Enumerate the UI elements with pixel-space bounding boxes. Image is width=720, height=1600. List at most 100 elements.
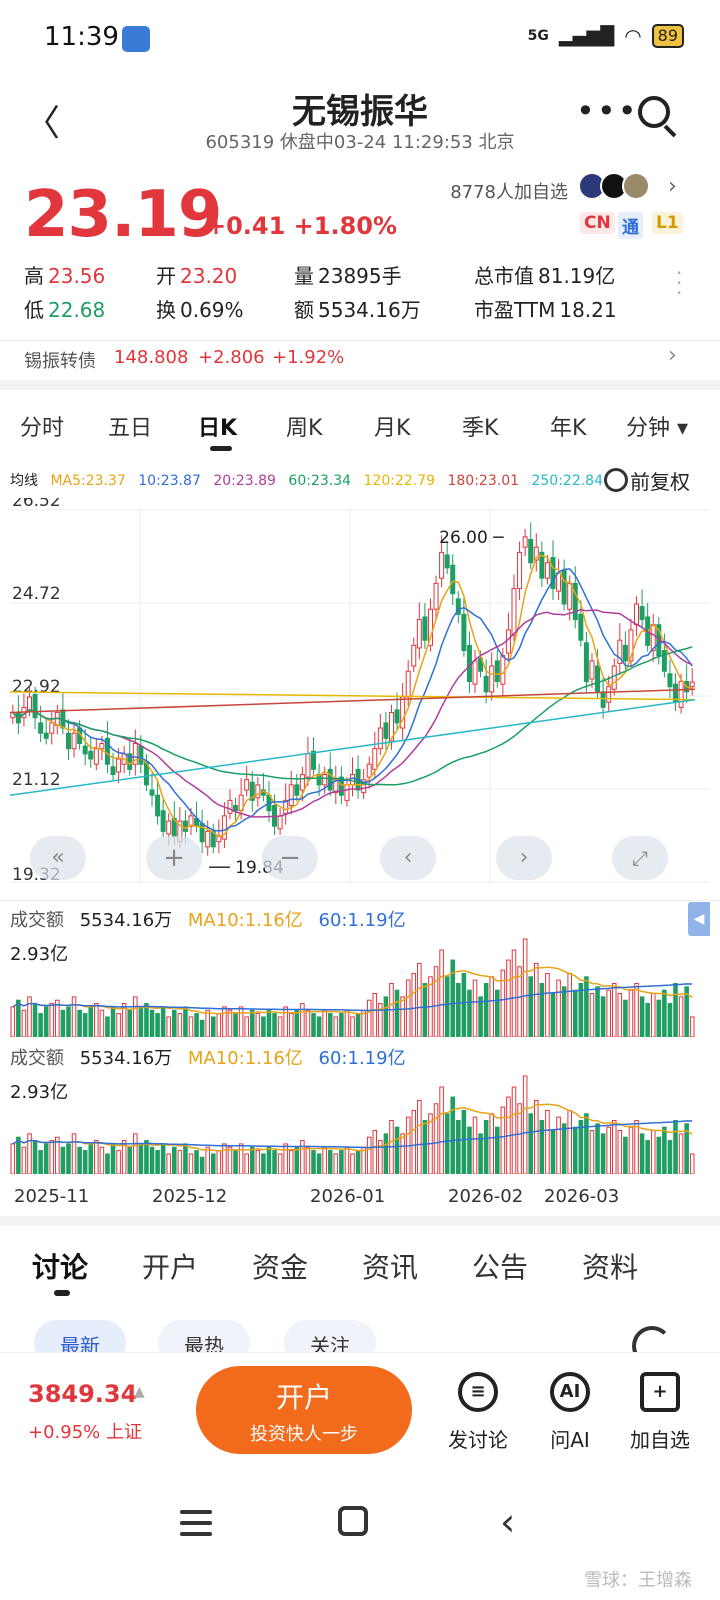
volume-bar — [528, 976, 533, 1037]
volume-bar — [222, 1143, 227, 1174]
volume-bar — [595, 1123, 600, 1174]
ma-line — [12, 568, 693, 832]
tab-yearly-k[interactable]: 年K — [550, 416, 587, 441]
volume-bar — [355, 1150, 361, 1174]
volume-bar — [567, 1109, 572, 1174]
tab-discussion[interactable]: 讨论 — [32, 1251, 89, 1284]
recent-apps-icon[interactable] — [180, 1510, 212, 1543]
volume-bar — [378, 1003, 383, 1037]
volume-bar — [183, 1143, 188, 1174]
candle — [661, 650, 667, 672]
volume-bar — [188, 1153, 194, 1174]
cn-badge[interactable]: CN — [580, 212, 615, 234]
collapse-icon[interactable]: ◀ — [688, 902, 710, 936]
tab-monthly-k[interactable]: 月K — [374, 416, 411, 441]
watcher-avatars[interactable] — [578, 172, 650, 200]
scroll-left-icon[interactable]: ‹ — [380, 836, 436, 880]
fullscreen-icon[interactable]: ⤢ — [612, 836, 668, 880]
volume-bar — [478, 996, 483, 1037]
status-bar: 11:39 5G ▂▄▆█ ◠ 89 — [0, 0, 720, 70]
candle — [132, 743, 138, 765]
candle — [606, 686, 612, 703]
volume-bar — [572, 1126, 578, 1174]
candle — [116, 758, 122, 773]
ask-ai-button[interactable]: AI 问AI — [530, 1372, 610, 1453]
zoom-in-icon[interactable]: + — [146, 836, 202, 880]
scroll-right-icon[interactable]: › — [496, 836, 552, 880]
volume-bar — [545, 1109, 550, 1174]
nav-back-icon[interactable]: ‹ — [500, 1500, 516, 1544]
tab-open-account[interactable]: 开户 — [142, 1251, 199, 1284]
volume-bar — [10, 1143, 16, 1174]
chevron-right-icon: › — [668, 343, 677, 368]
stat-value: 23.56 — [48, 264, 106, 288]
tab-weekly-k[interactable]: 周K — [286, 416, 323, 441]
index-value[interactable]: 3849.34 — [28, 1380, 138, 1408]
volume-bar — [444, 976, 450, 1037]
add-watchlist-button[interactable]: + 加自选 — [620, 1372, 700, 1453]
volume-bar — [188, 1016, 194, 1037]
post-discussion-button[interactable]: ≡ 发讨论 — [438, 1372, 518, 1453]
chevron-right-icon[interactable]: › — [668, 174, 677, 199]
volume-bar — [472, 979, 478, 1037]
index-change[interactable]: +0.95% 上证 — [28, 1422, 142, 1443]
candle — [99, 743, 105, 750]
ma-line — [9, 698, 696, 796]
scroll-left-fast-icon[interactable]: « — [30, 836, 86, 880]
page-title: 无锡振华 — [292, 92, 428, 132]
x-tick-label: 2026-01 — [310, 1186, 386, 1207]
tab-daily-k[interactable]: 日K — [198, 416, 238, 441]
connect-badge[interactable]: 通 — [618, 212, 643, 239]
tab-minute[interactable]: 分钟 ▾ — [626, 416, 689, 441]
l1-badge[interactable]: L1 — [652, 212, 683, 234]
volume-bar — [316, 1153, 322, 1174]
back-icon[interactable]: 〈 — [24, 103, 61, 144]
tab-announcements[interactable]: 公告 — [472, 1251, 529, 1284]
volume-bar — [249, 1146, 255, 1174]
watchers-count[interactable]: 8778人加自选 — [450, 182, 568, 203]
candle — [539, 551, 545, 579]
volume-ma10: MA10:1.16亿 — [187, 1048, 303, 1069]
candle — [439, 551, 445, 579]
tab-quarterly-k[interactable]: 季K — [462, 416, 499, 441]
convertible-bond-row[interactable]: 锡振转债 148.808 +2.806 +1.92% › — [0, 340, 720, 376]
volume-bar — [160, 1143, 166, 1174]
volume-bar — [172, 1009, 177, 1037]
volume-bar — [483, 982, 489, 1037]
tab-intraday[interactable]: 分时 — [20, 416, 65, 441]
candle — [455, 598, 461, 615]
volume-ma-line — [12, 966, 693, 1015]
candle — [461, 613, 467, 652]
tab-profile[interactable]: 资料 — [582, 1251, 639, 1284]
network-label: 5G — [527, 28, 549, 44]
volume-ma60: 60:1.19亿 — [318, 910, 406, 931]
x-tick-label: 2026-02 — [448, 1186, 524, 1207]
volume-bar — [545, 972, 550, 1037]
candle — [388, 712, 394, 742]
volume-bar — [327, 1150, 333, 1174]
candle — [611, 665, 617, 690]
volume-ma-line — [12, 1103, 693, 1152]
stock-subtitle: 605319 休盘中03-24 11:29:53 北京 — [205, 132, 515, 153]
adjust-button[interactable]: 前复权 — [630, 470, 690, 494]
tab-news[interactable]: 资讯 — [362, 1251, 419, 1284]
adjust-icon[interactable] — [604, 468, 628, 492]
volume-bar — [567, 972, 572, 1037]
open-account-button[interactable]: 开户 投资快人一步 — [196, 1366, 412, 1454]
expand-stats-icon[interactable]: · · · — [676, 261, 683, 305]
volume-legend: 成交额 5534.16万 MA10:1.16亿 60:1.19亿 — [10, 906, 416, 932]
zoom-out-icon[interactable]: − — [262, 836, 318, 880]
volume-bar — [539, 1119, 545, 1174]
wifi-icon: ◠ — [624, 24, 642, 48]
tab-funds[interactable]: 资金 — [252, 1251, 309, 1284]
candle — [600, 691, 606, 708]
volume-bar — [461, 1109, 467, 1174]
volume-bar — [433, 966, 439, 1037]
candle — [249, 781, 255, 801]
home-icon[interactable] — [338, 1506, 368, 1536]
search-icon[interactable] — [638, 96, 670, 128]
volume-bar — [422, 1119, 428, 1174]
tab-five-day[interactable]: 五日 — [108, 416, 153, 441]
more-icon[interactable]: ••• — [576, 92, 639, 130]
